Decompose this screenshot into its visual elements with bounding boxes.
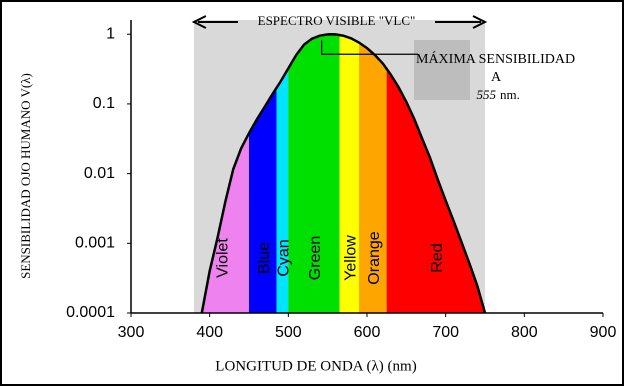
- band-label: Violet: [215, 238, 232, 278]
- annotation-value: 555: [477, 87, 497, 102]
- band: [288, 34, 340, 313]
- annotation-box: [414, 40, 470, 100]
- band-label: Cyan: [276, 239, 293, 276]
- x-tick-label: 700: [432, 324, 459, 341]
- plot-area: Violet Blue Cyan Green Yellow Orange Red 1 0.1 0.…: [66, 13, 616, 341]
- x-tick-label: 500: [275, 324, 302, 341]
- annotation-line2: A: [491, 70, 502, 85]
- y-axis-label: SENSIBILIDAD OJO HUMANO V(λ): [18, 73, 33, 279]
- y-tick-label: 0.001: [75, 235, 115, 252]
- visible-range-label: ESPECTRO VISIBLE "VLC": [258, 13, 416, 28]
- arrow-head: [191, 15, 207, 29]
- arrow-head: [472, 15, 488, 29]
- annotation-line1: MÁXIMA SENSIBILIDAD: [416, 50, 575, 67]
- peak-pointer: [321, 40, 418, 55]
- band-label: Red: [429, 243, 446, 272]
- band-label: Green: [307, 236, 324, 280]
- x-tick-label: 600: [354, 324, 381, 341]
- band-label: Orange: [366, 231, 383, 284]
- band: [339, 34, 360, 313]
- x-tick-label: 900: [590, 324, 617, 341]
- y-tick-label: 0.0001: [66, 304, 115, 321]
- y-tick-label: 0.01: [84, 165, 115, 182]
- y-tick-label: 0.1: [93, 95, 115, 112]
- x-axis-label: LONGITUD DE ONDA (λ) (nm): [215, 358, 416, 374]
- band: [359, 34, 387, 313]
- band-label: Yellow: [343, 235, 360, 281]
- y-tick-label: 1: [106, 25, 115, 42]
- curve: [200, 32, 487, 313]
- x-tick-label: 800: [511, 324, 538, 341]
- x-tick-label: 400: [196, 324, 223, 341]
- annotation-unit: nm.: [500, 87, 520, 102]
- band-label: Blue: [256, 242, 273, 274]
- band: [276, 34, 289, 313]
- x-tick-label: 300: [118, 324, 145, 341]
